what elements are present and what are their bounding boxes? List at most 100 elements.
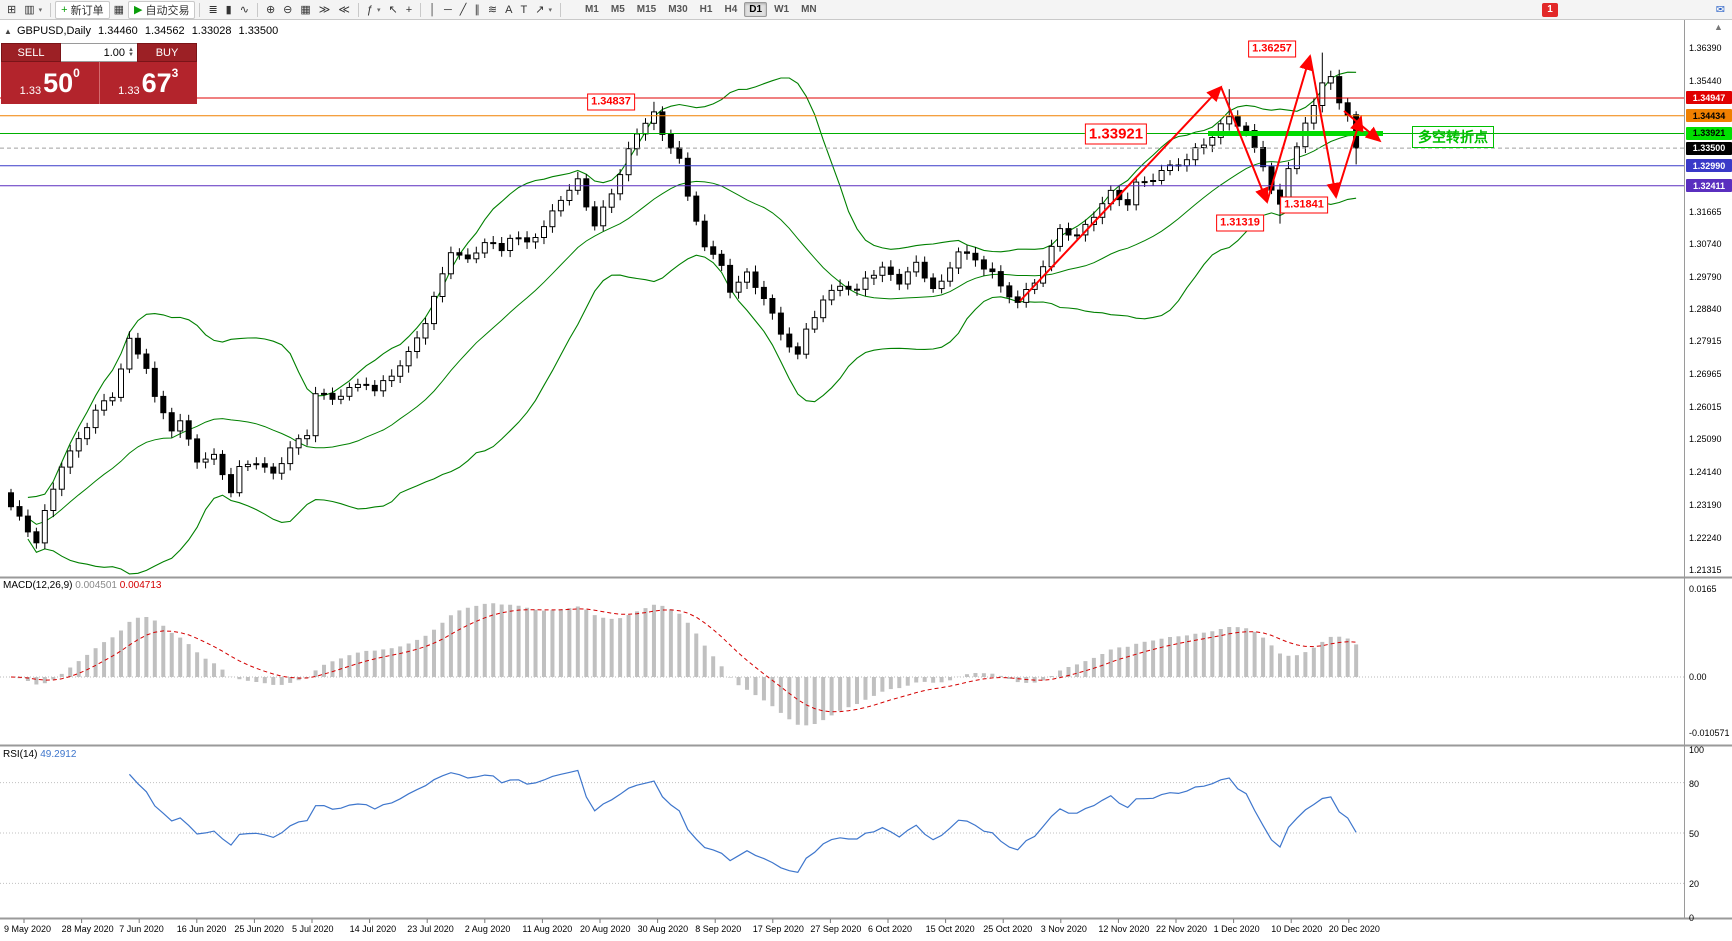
symbol-name: GBPUSD,Daily (17, 25, 91, 37)
ohlc-close: 1.33500 (238, 25, 279, 37)
ohlc-high: 1.34562 (144, 25, 185, 37)
macd-axis-label: 0.00 (1689, 672, 1707, 682)
timeframe-m5[interactable]: M5 (610, 4, 625, 15)
timeframe-m15[interactable]: M15 (636, 4, 657, 15)
trend-arrows-layer (1019, 54, 1382, 302)
date-axis-label: 11 Aug 2020 (522, 924, 573, 934)
price-axis-label: 1.21315 (1689, 564, 1722, 575)
trend-arrow (1266, 54, 1313, 203)
buy-button[interactable]: BUY (137, 43, 197, 62)
cursor-icon: ↖ (388, 3, 398, 16)
bar-chart-icon[interactable]: ≣ (204, 1, 221, 19)
zoom-in-icon: ⊕ (265, 3, 276, 16)
trendline-icon[interactable]: ╱ (456, 1, 471, 19)
zoom-in-icon[interactable]: ⊕ (262, 1, 279, 19)
trendline-icon: ╱ (459, 3, 467, 16)
new-order-button[interactable]: + 新订单 (55, 0, 110, 19)
chart-window-icon[interactable]: ▦ (110, 1, 128, 19)
panel-collapse-icon[interactable]: ▲ (4, 27, 12, 36)
trend-arrow (1335, 115, 1364, 198)
price-axis-badge: 1.34947 (1686, 91, 1732, 105)
label-icon[interactable]: T (516, 1, 531, 19)
lot-size-input[interactable]: 1.00 ▲ ▼ (61, 43, 137, 62)
macd-name: MACD(12,26,9) (3, 580, 73, 591)
dropdown-caret-icon: ▾ (376, 6, 381, 14)
alert-count-badge[interactable]: 1 (1542, 2, 1558, 17)
price-axis-label: 1.24140 (1689, 467, 1722, 478)
timeframe-m30[interactable]: M30 (668, 4, 688, 15)
tile-windows-icon[interactable]: ▦ (296, 1, 314, 19)
price-axis-badge: 1.33921 (1686, 126, 1732, 140)
line-chart-icon[interactable]: ∿ (236, 1, 253, 19)
price-callout[interactable]: 1.31319 (1216, 214, 1264, 232)
pivot-annotation[interactable]: 多空转折点 (1412, 126, 1494, 148)
text-icon[interactable]: A (501, 1, 516, 19)
channel-icon[interactable]: ∥ (470, 1, 484, 19)
fibonacci-icon[interactable]: ≋ (484, 1, 501, 19)
auto-trading-button[interactable]: ▶ 自动交易 (127, 0, 196, 19)
rsi-name: RSI(14) (3, 749, 38, 760)
toolbar-separator (559, 2, 561, 17)
date-axis-label: 16 Jun 2020 (176, 924, 227, 934)
price-axis-label: 1.28840 (1689, 304, 1722, 315)
price-axis-badge: 1.34434 (1686, 109, 1732, 123)
ohlc-open: 1.34460 (98, 25, 138, 37)
vertical-line-icon[interactable]: │ (425, 1, 440, 19)
date-axis-label: 3 Nov 2020 (1040, 924, 1087, 934)
chart-profiles-icon[interactable]: ▥ ▾ (20, 1, 46, 19)
macd-label: MACD(12,26,9) 0.004501 0.004713 (3, 580, 161, 591)
price-axis-label: 1.36390 (1689, 43, 1722, 53)
date-axis-label: 6 Oct 2020 (868, 924, 913, 934)
price-callout[interactable]: 1.33921 (1084, 123, 1148, 145)
price-axis-label: 1.23190 (1689, 500, 1722, 511)
price-callout[interactable]: 1.31841 (1280, 196, 1328, 214)
buy-price-display[interactable]: 1.33 67 3 (100, 62, 198, 104)
ocp-price-row: 1.33 50 0 1.33 67 3 (1, 62, 197, 104)
timeframe-d1[interactable]: D1 (744, 2, 768, 17)
horizontal-line-icon: ─ (444, 3, 452, 16)
macd-axis-label: 0.0165 (1689, 584, 1717, 594)
timeframe-mn[interactable]: MN (801, 4, 817, 15)
inbox-icon[interactable]: ✉ (1715, 3, 1725, 16)
timeframe-m1[interactable]: M1 (584, 4, 599, 15)
price-axis-badge: 1.33500 (1686, 141, 1732, 155)
vertical-line-icon: │ (429, 3, 436, 16)
sell-price-prefix: 1.33 (19, 85, 42, 97)
cursor-icon[interactable]: ↖ (384, 1, 401, 19)
rsi-label: RSI(14) 49.2912 (3, 749, 76, 760)
price-callout[interactable]: 1.36257 (1248, 40, 1296, 58)
zoom-out-icon: ⊖ (283, 3, 293, 16)
dropdown-caret-icon: ▾ (548, 6, 552, 14)
crosshair-icon[interactable]: + (402, 1, 416, 19)
timeframe-w1[interactable]: W1 (774, 4, 790, 15)
rsi-axis-label: 100 (1689, 745, 1705, 755)
zoom-out-icon[interactable]: ⊖ (279, 1, 296, 19)
chart-window-icon: ▦ (113, 3, 124, 16)
lot-spinner[interactable]: ▲ ▼ (128, 46, 134, 58)
date-axis-label: 27 Sep 2020 (810, 924, 862, 934)
sell-price-display[interactable]: 1.33 50 0 (1, 62, 100, 104)
arrows-tool-icon[interactable]: ↗ ▾ (531, 1, 556, 19)
macd-layer (0, 603, 1684, 726)
chart-shift-icon[interactable]: ≪ (334, 1, 354, 19)
price-callout[interactable]: 1.34837 (587, 93, 635, 111)
buy-price-prefix: 1.33 (118, 85, 140, 97)
hlines-layer (0, 97, 1684, 187)
price-axis-badge: 1.32411 (1686, 179, 1732, 193)
price-axis-label: 1.29790 (1689, 271, 1722, 282)
new-chart-icon[interactable]: ⊞ (3, 1, 20, 19)
indicators-icon[interactable]: ƒ ▾ (363, 1, 385, 19)
timeframe-h4[interactable]: H4 (724, 4, 738, 15)
candles-layer (8, 52, 1360, 550)
date-axis-label: 25 Oct 2020 (983, 924, 1033, 934)
axis-scroll-marker[interactable]: ▲ (1714, 22, 1723, 32)
sell-button[interactable]: SELL (1, 43, 61, 62)
rsi-value: 49.2912 (40, 749, 77, 760)
horizontal-line-icon[interactable]: ─ (440, 1, 456, 19)
tile-windows-icon: ▦ (300, 3, 311, 16)
candlestick-chart-icon[interactable]: ▮ (222, 1, 236, 19)
timeframe-h1[interactable]: H1 (699, 4, 713, 15)
auto-scroll-icon[interactable]: ≫ (315, 1, 335, 19)
